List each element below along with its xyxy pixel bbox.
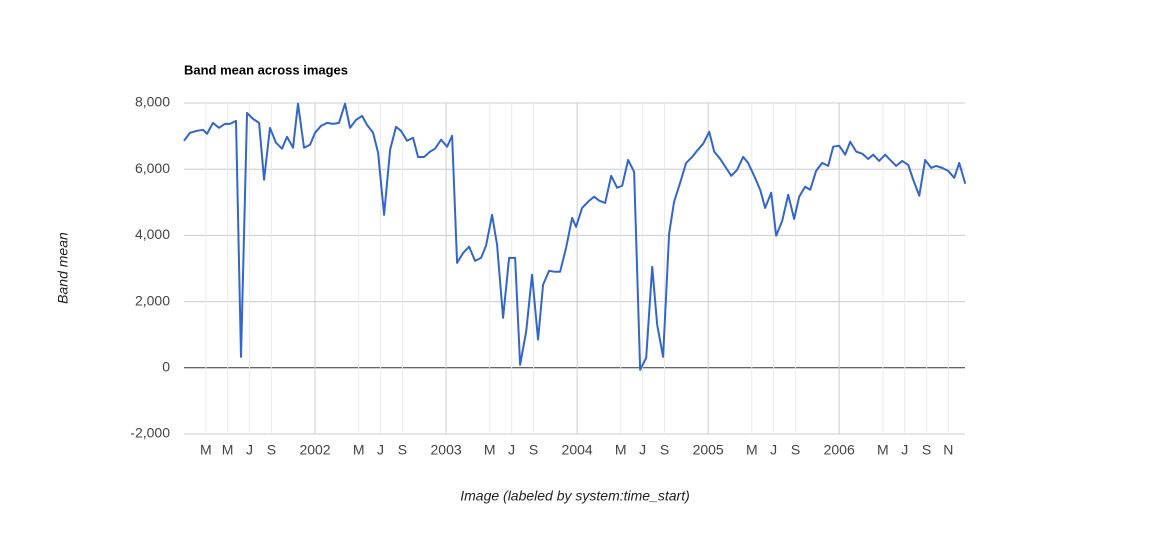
y-tick-label: 0 [162,359,170,375]
x-tick-label: 2004 [562,442,593,458]
chart-title: Band mean across images [184,62,348,77]
x-tick-label: J [639,442,646,458]
x-tick-label: J [246,442,253,458]
x-tick-label: M [615,442,627,458]
y-tick-label: 8,000 [135,94,170,110]
x-tick-label: M [877,442,889,458]
x-tick-label: J [377,442,384,458]
data-line [183,102,967,371]
x-tick-label: S [791,442,800,458]
x-tick-label: 2005 [693,442,724,458]
x-tick-label: M [484,442,496,458]
x-tick-label: S [922,442,931,458]
x-tick-label: M [353,442,365,458]
x-axis-title: Image (labeled by system:time_start) [460,488,690,504]
x-tick-label: J [508,442,515,458]
x-tick-label: M [746,442,758,458]
x-tick-label: 2002 [299,442,330,458]
x-tick-label: S [267,442,276,458]
x-tick-label: M [200,442,212,458]
x-tick-label: J [770,442,777,458]
x-tick-label: S [398,442,407,458]
x-tick-label: J [901,442,908,458]
x-tick-label: M [222,442,234,458]
y-tick-label: 2,000 [135,292,170,308]
y-axis-title: Band mean [55,232,71,304]
x-tick-label: S [529,442,538,458]
y-tick-label: 6,000 [135,160,170,176]
x-tick-label: 2006 [824,442,855,458]
x-tick-label: S [660,442,669,458]
y-tick-label: -2,000 [130,425,170,441]
x-tick-label: 2003 [431,442,462,458]
y-tick-label: 4,000 [135,226,170,242]
x-tick-label: N [943,442,953,458]
